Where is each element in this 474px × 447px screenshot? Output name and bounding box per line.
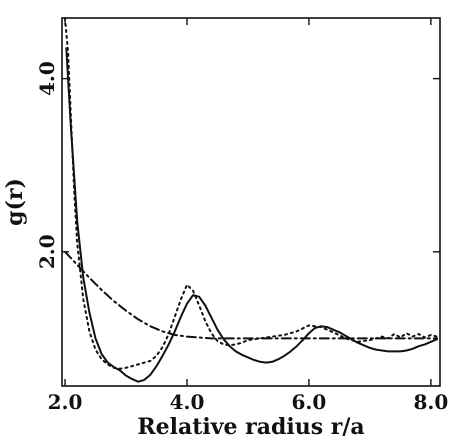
y-axis-title: g(r) [2,178,28,226]
tick-labels: 2.0 4.0 6.0 8.0 2.0 4.0 [35,61,448,414]
x-tick-label-3: 8.0 [413,390,448,414]
tick-marks [62,18,440,386]
series-line-solid [65,47,438,383]
y-tick-label-1: 4.0 [35,61,59,96]
series-line-dash-dot [64,250,438,340]
series-layer [64,17,438,383]
plot-frame [61,17,441,387]
x-tick-label-1: 4.0 [170,390,205,414]
x-axis-title: Relative radius r/a [137,414,364,440]
x-tick-label-2: 6.0 [292,390,327,414]
x-tick-label-0: 2.0 [48,390,83,414]
y-tick-label-0: 2.0 [35,234,59,269]
series-line-dotted [64,17,438,370]
